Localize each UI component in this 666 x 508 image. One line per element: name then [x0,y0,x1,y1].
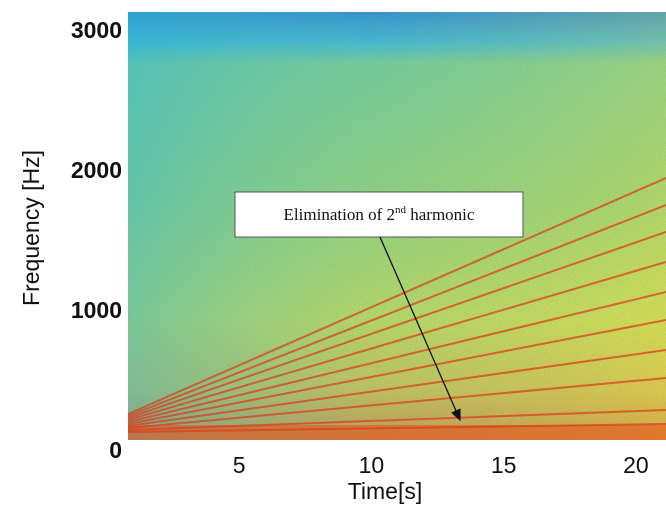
y-tick-label: 1000 [71,297,122,323]
y-tick-label: 3000 [71,17,122,43]
y-axis-label: Frequency [Hz] [18,150,44,306]
x-tick-label: 20 [623,452,649,478]
annotation: Elimination of 2nd harmonic [234,191,524,422]
y-tick-label: 0 [109,437,122,463]
annotation-text: Elimination of 2nd harmonic [284,204,475,224]
y-tick-label: 2000 [71,157,122,183]
x-tick-label: 10 [359,452,385,478]
annotation-box [234,191,524,238]
annotation-arrow [379,236,461,422]
x-tick-label: 15 [491,452,517,478]
x-tick-label: 5 [233,452,246,478]
x-axis-label: Time[s] [348,478,423,504]
